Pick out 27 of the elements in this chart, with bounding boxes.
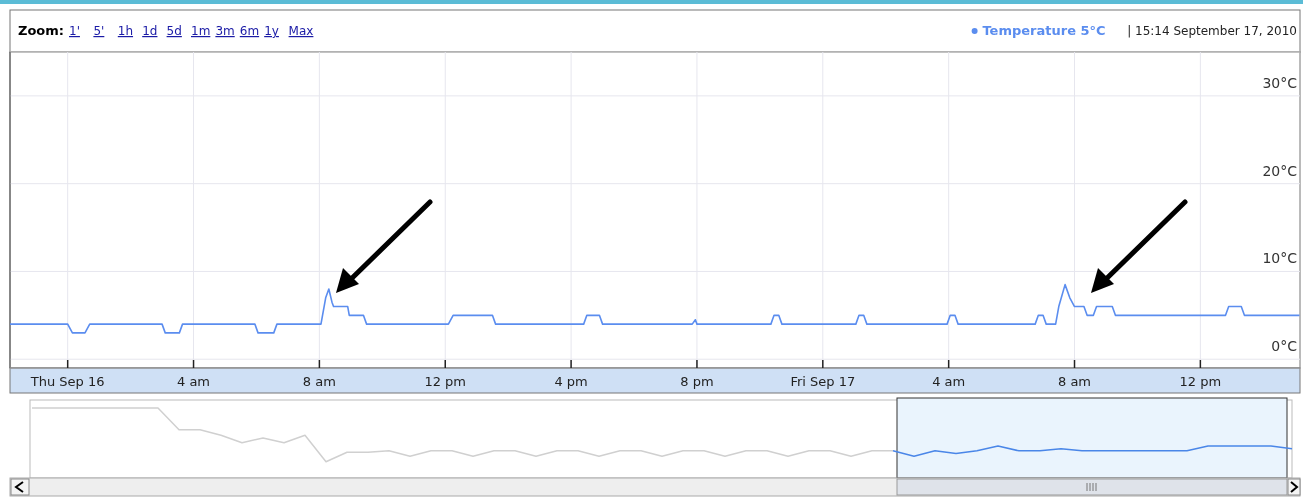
text: 5d	[166, 24, 182, 38]
text: Max	[288, 24, 314, 38]
x-tick-label: 8 am	[302, 374, 336, 389]
x-tick-label: 4 am	[177, 374, 211, 389]
y-tick-label: 0°C	[1271, 338, 1298, 355]
x-tick-label: Fri Sep 17	[790, 374, 856, 389]
y-tick-label: 10°C	[1262, 250, 1298, 267]
x-tick-label: 12 pm	[1179, 374, 1222, 389]
x-tick-label: 8 pm	[680, 374, 714, 389]
text: 1h	[117, 24, 134, 38]
y-tick-label: 30°C	[1262, 74, 1298, 91]
text: 1d	[142, 24, 158, 38]
x-tick-label: Thu Sep 16	[29, 374, 105, 389]
text: 5'	[93, 24, 105, 38]
text: | 15:14 September 17, 2010	[1127, 24, 1297, 38]
y-tick-label: 20°C	[1262, 162, 1298, 179]
text: 1m	[191, 24, 211, 38]
text: 3m	[215, 24, 235, 38]
x-tick-label: 4 pm	[554, 374, 588, 389]
text: 1y	[264, 24, 279, 38]
x-tick-label: 12 pm	[424, 374, 467, 389]
x-tick-label: 4 am	[932, 374, 966, 389]
x-tick-label: 8 am	[1057, 374, 1092, 389]
text: Zoom:	[18, 23, 65, 38]
text: 1'	[69, 24, 80, 38]
legend-label: Temperature 5°C	[982, 23, 1106, 38]
text: 6m	[239, 24, 260, 38]
